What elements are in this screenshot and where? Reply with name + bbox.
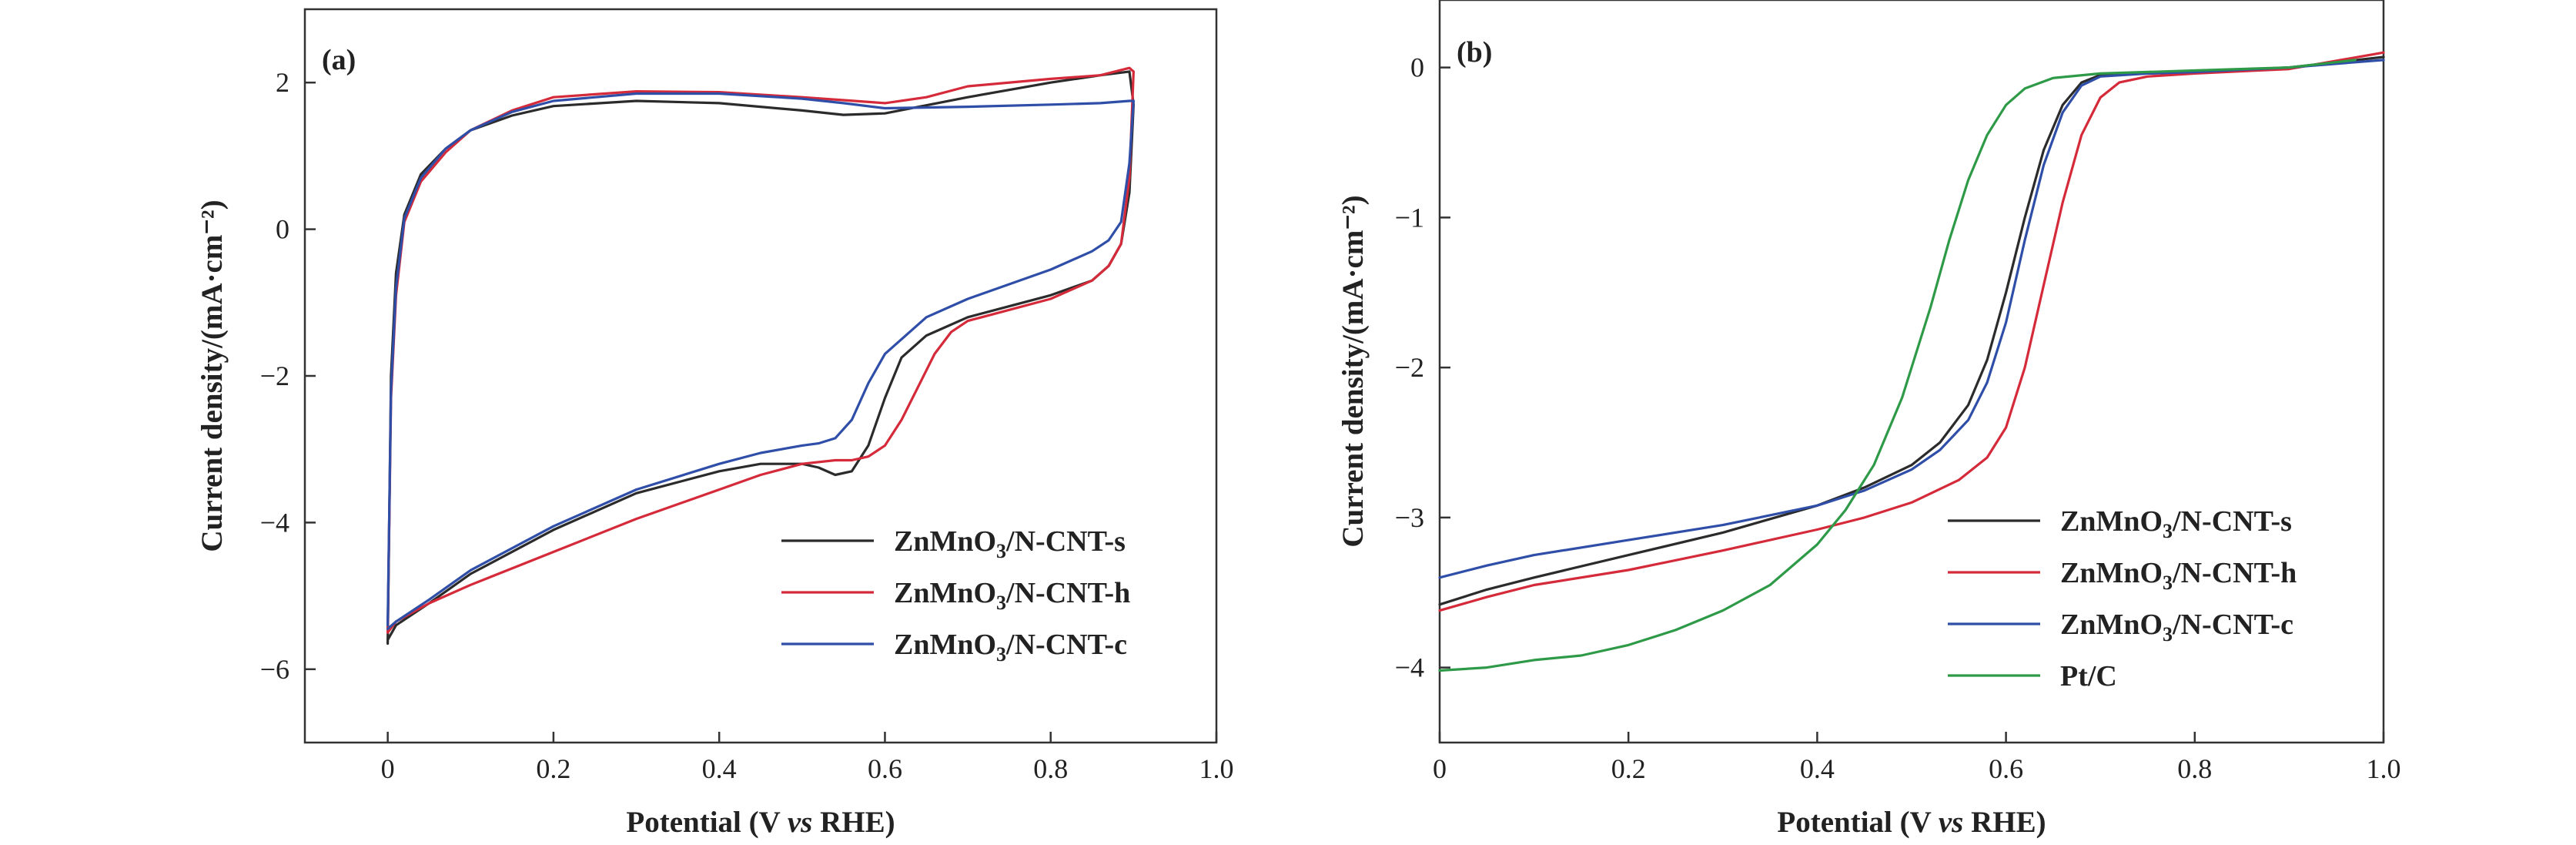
y-ticks-b: −4 −3 −2 −1 0	[1395, 52, 1450, 683]
series-lines-b	[1438, 51, 2385, 672]
x-axis-label-b: Potential (V vs RHE)	[1777, 806, 2046, 839]
x-axis-label-b-main: Potential (V	[1777, 806, 1938, 839]
x-tick-label: 0.8	[1033, 753, 1068, 784]
series-line	[386, 92, 1136, 631]
chart-panel-b: −4 −3 −2 −1 0 0 0.2 0.4 0.6 0.8 1.0 (b) Potential…	[1337, 0, 2401, 839]
x-tick-label: 0.6	[868, 753, 902, 784]
plot-frame-b	[1438, 0, 2385, 744]
y-tick-label: −3	[1395, 502, 1424, 533]
legend-label: ZnMnO3/N-CNT-s	[894, 525, 1126, 562]
x-tick-label: 0.8	[2177, 753, 2212, 784]
legend-label-subscript: 3	[2163, 520, 2173, 542]
y-axis-label-b: Current density/(mA·cm⁻²)	[1337, 195, 1370, 547]
y-tick-label: −2	[260, 360, 289, 391]
y-tick-label: −4	[1395, 652, 1424, 683]
legend-a: ZnMnO3/N-CNT-sZnMnO3/N-CNT-hZnMnO3/N-CNT…	[781, 525, 1130, 666]
x-tick-label: 0.6	[1989, 753, 2023, 784]
x-axis-label-b-end: RHE)	[1963, 806, 2046, 839]
x-tick-label: 0.4	[1800, 753, 1835, 784]
x-axis-label-a-italic: vs	[788, 806, 813, 839]
series-line	[386, 66, 1136, 634]
legend-label-rest: /N-CNT-c	[1005, 629, 1127, 661]
y-tick-label: −1	[1395, 202, 1424, 233]
x-tick-label: 1.0	[2367, 753, 2401, 784]
series-line	[1438, 59, 2357, 672]
y-tick-label: −2	[1395, 352, 1424, 383]
y-tick-label: 0	[276, 214, 289, 245]
x-axis-label-b-italic: vs	[1939, 806, 1964, 839]
legend-label-rest: /N-CNT-c	[2172, 609, 2293, 641]
legend-label-rest: /N-CNT-s	[1005, 525, 1126, 558]
legend-label-rest: /N-CNT-h	[2172, 557, 2297, 589]
y-tick-label: 2	[276, 67, 289, 98]
legend-label: Pt/C	[2060, 660, 2117, 692]
x-ticks-a: 0 0.2 0.4 0.6 0.8 1.0	[381, 732, 1234, 784]
legend-label: ZnMnO3/N-CNT-h	[2060, 557, 2297, 594]
legend-label-subscript: 3	[996, 592, 1006, 614]
legend-label-subscript: 3	[2163, 572, 2173, 594]
legend-label: ZnMnO3/N-CNT-s	[2060, 505, 2292, 542]
legend-label-base: ZnMnO	[2060, 557, 2163, 589]
y-tick-label: −4	[260, 507, 289, 538]
legend-label: ZnMnO3/N-CNT-h	[894, 577, 1130, 614]
panel-label-b: (b)	[1457, 36, 1492, 69]
x-tick-label: 0.4	[702, 753, 737, 784]
legend-label-subscript: 3	[996, 540, 1006, 562]
legend-label-base: ZnMnO	[2060, 505, 2163, 538]
y-axis-label-a: Current density/(mA·cm⁻²)	[196, 200, 229, 552]
legend-label-base: ZnMnO	[2060, 609, 2163, 641]
x-tick-label: 0	[1433, 753, 1447, 784]
legend-label-rest: /N-CNT-h	[1005, 577, 1130, 609]
x-ticks-b: 0 0.2 0.4 0.6 0.8 1.0	[1433, 732, 2401, 784]
legend-label-base: ZnMnO	[894, 577, 996, 609]
x-tick-label: 1.0	[1199, 753, 1234, 784]
x-tick-label: 0.2	[1611, 753, 1646, 784]
legend-label-subscript: 3	[2163, 623, 2173, 645]
legend-label-subscript: 3	[996, 643, 1006, 666]
legend-label-base: ZnMnO	[894, 629, 996, 661]
y-tick-label: −6	[260, 654, 289, 685]
y-ticks-a: −6 −4 −2 0 2	[260, 67, 316, 685]
legend-b: ZnMnO3/N-CNT-sZnMnO3/N-CNT-hZnMnO3/N-CNT…	[1948, 505, 2297, 692]
panel-label-a: (a)	[322, 44, 356, 76]
series-line	[1438, 59, 2385, 579]
chart-panel-a: −6 −4 −2 0 2 0 0.2 0.4 0.6 0.8 1.0 (a) Potential …	[196, 8, 1234, 839]
x-axis-label-a: Potential (V vs RHE)	[626, 806, 895, 839]
legend-label-base: ZnMnO	[894, 525, 996, 558]
x-axis-label-a-end: RHE)	[812, 806, 895, 839]
series-line	[1438, 51, 2385, 612]
legend-label: ZnMnO3/N-CNT-c	[2060, 609, 2293, 645]
legend-label: ZnMnO3/N-CNT-c	[894, 629, 1127, 666]
x-tick-label: 0.2	[536, 753, 570, 784]
x-tick-label: 0	[381, 753, 395, 784]
series-lines-a	[386, 66, 1136, 645]
series-line	[386, 70, 1136, 645]
y-tick-label: 0	[1410, 52, 1424, 83]
legend-label-rest: /N-CNT-s	[2172, 505, 2292, 538]
x-axis-label-a-main: Potential (V	[626, 806, 787, 839]
